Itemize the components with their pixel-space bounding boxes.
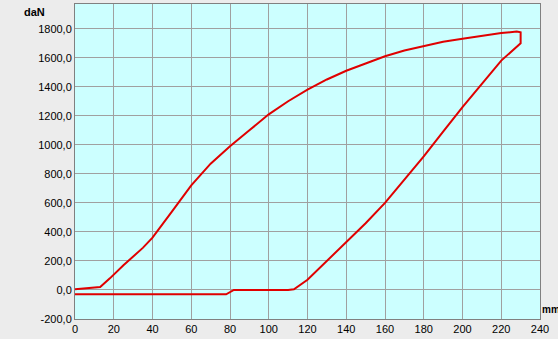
svg-text:200: 200 <box>453 323 471 335</box>
svg-text:daN: daN <box>24 6 45 18</box>
svg-text:0: 0 <box>72 323 78 335</box>
svg-text:1400,0: 1400,0 <box>38 81 72 93</box>
svg-text:1800,0: 1800,0 <box>38 23 72 35</box>
svg-text:100: 100 <box>260 323 278 335</box>
svg-text:mm: mm <box>542 304 558 315</box>
svg-text:400,0: 400,0 <box>44 226 72 238</box>
svg-text:1000,0: 1000,0 <box>38 139 72 151</box>
svg-text:0,0: 0,0 <box>57 284 72 296</box>
svg-text:80: 80 <box>224 323 236 335</box>
svg-text:60: 60 <box>185 323 197 335</box>
svg-text:600,0: 600,0 <box>44 197 72 209</box>
svg-text:240: 240 <box>531 323 549 335</box>
svg-text:1600,0: 1600,0 <box>38 52 72 64</box>
svg-text:120: 120 <box>298 323 316 335</box>
svg-text:200,0: 200,0 <box>44 255 72 267</box>
svg-text:180: 180 <box>415 323 433 335</box>
svg-text:40: 40 <box>146 323 158 335</box>
svg-text:140: 140 <box>337 323 355 335</box>
svg-text:800,0: 800,0 <box>44 168 72 180</box>
svg-text:20: 20 <box>108 323 120 335</box>
svg-text:-200,0: -200,0 <box>41 313 72 325</box>
svg-text:220: 220 <box>492 323 510 335</box>
svg-text:160: 160 <box>376 323 394 335</box>
svg-text:1200,0: 1200,0 <box>38 110 72 122</box>
